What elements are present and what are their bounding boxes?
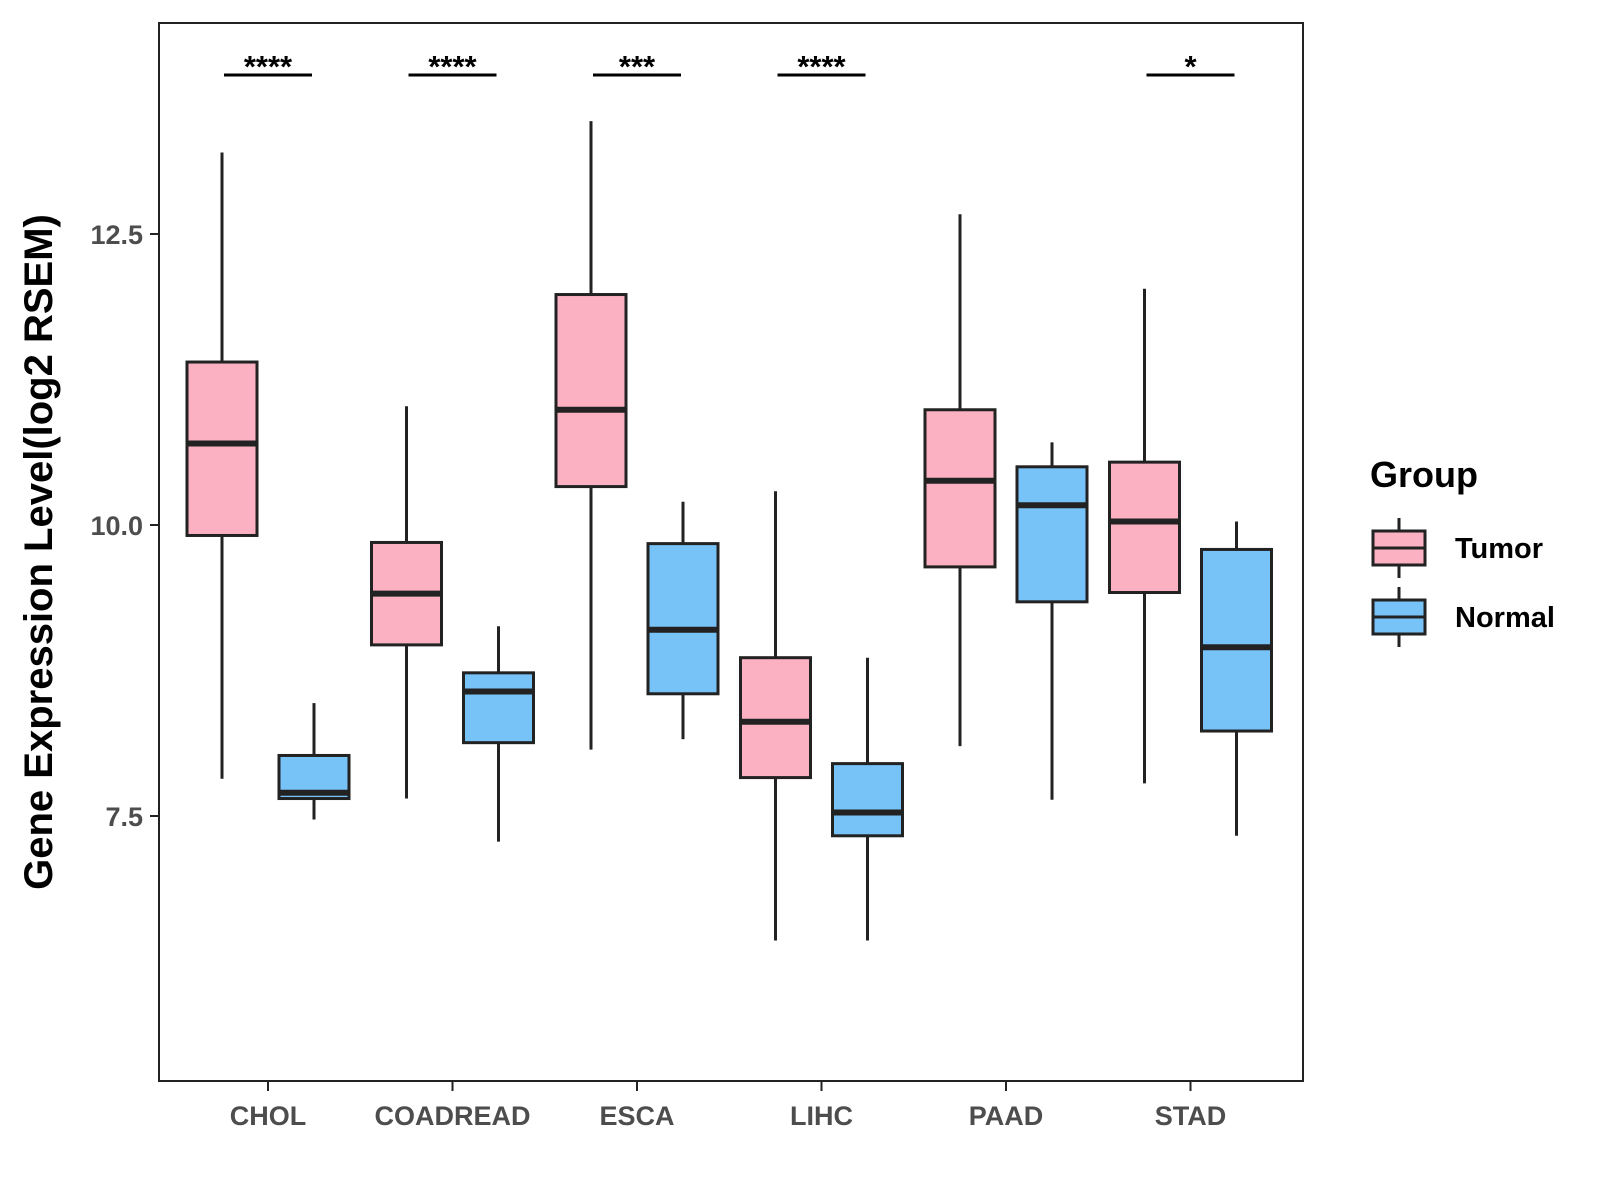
significance-layer: **** **** *** **** *	[224, 49, 1235, 84]
significance-label: ****	[428, 49, 477, 84]
legend-label: Normal	[1455, 602, 1555, 634]
box-iqr	[554, 293, 628, 489]
box-normal-chol	[277, 703, 351, 820]
box-normal-esca	[646, 501, 720, 740]
boxes-layer	[185, 121, 1273, 941]
legend-entries: Tumor Normal	[1371, 518, 1555, 647]
box-tumor-paad	[923, 214, 997, 747]
box-iqr	[1108, 460, 1181, 595]
box-tumor-esca	[554, 121, 628, 750]
x-tick-label: PAAD	[969, 1101, 1044, 1131]
legend-title: Group	[1370, 454, 1478, 495]
x-tick-label: LIHC	[790, 1101, 853, 1131]
box-normal-coadread	[462, 626, 535, 842]
y-axis-title: Gene Expression Level(log2 RSEM)	[17, 214, 61, 890]
y-tick-label: 7.5	[105, 802, 143, 832]
y-tick-label: 10.0	[90, 511, 143, 541]
box-iqr	[646, 542, 720, 696]
box-iqr	[1015, 465, 1089, 604]
box-tumor-coadread	[370, 406, 443, 799]
x-tick-label: STAD	[1155, 1101, 1227, 1131]
x-axis: CHOL COADREAD ESCA LIHC PAAD STAD	[230, 1081, 1227, 1131]
box-iqr	[923, 408, 997, 569]
box-normal-lihc	[831, 657, 904, 941]
legend-label: Tumor	[1455, 533, 1543, 565]
box-iqr	[462, 671, 535, 745]
x-tick-label: CHOL	[230, 1101, 307, 1131]
significance-label: ****	[797, 49, 846, 84]
significance-label: ***	[619, 49, 656, 84]
box-normal-stad	[1200, 521, 1273, 836]
significance-label: *	[1184, 49, 1197, 84]
x-tick-label: ESCA	[599, 1101, 674, 1131]
significance-label: ****	[244, 49, 293, 84]
box-iqr	[831, 762, 904, 838]
box-tumor-lihc	[739, 491, 812, 941]
y-tick-label: 12.5	[90, 220, 143, 250]
box-iqr	[185, 360, 259, 537]
legend-item-normal: Normal	[1371, 587, 1555, 647]
legend: Group Tumor Normal	[1370, 454, 1555, 647]
legend-item-tumor: Tumor	[1371, 518, 1543, 578]
box-tumor-chol	[185, 152, 259, 779]
y-axis: 7.5 10.0 12.5	[90, 220, 159, 832]
box-iqr	[1200, 547, 1273, 733]
box-iqr	[739, 656, 812, 780]
x-tick-label: COADREAD	[374, 1101, 530, 1131]
box-tumor-stad	[1108, 288, 1181, 784]
box-normal-paad	[1015, 442, 1089, 800]
